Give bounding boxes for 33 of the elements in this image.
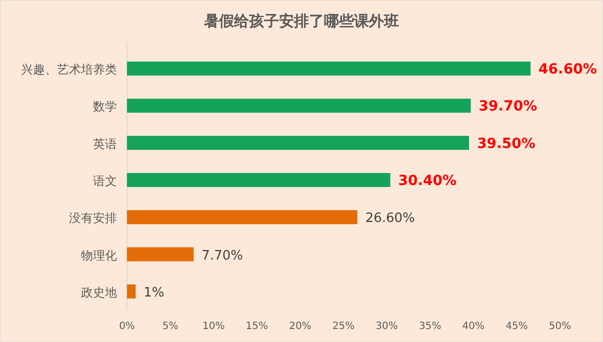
x-tick-label: 50% [548,321,572,332]
y-tick-label: 英语 [93,136,117,151]
y-tick-label: 政史地 [81,285,117,300]
chart-title: 暑假给孩子安排了哪些课外班 [203,12,399,30]
bar [127,173,390,187]
data-label: 26.60% [365,211,415,226]
data-label: 30.40% [398,173,457,189]
y-tick-label: 物理化 [81,248,117,262]
y-tick-label: 兴趣、艺术培养类 [21,62,117,77]
data-label: 1% [144,285,164,300]
y-tick-label: 数学 [93,100,117,114]
bar [127,210,358,224]
bar [127,247,194,262]
x-tick-label: 30% [376,321,398,332]
x-tick-label: 40% [462,321,485,332]
y-tick-label: 语文 [93,174,117,188]
x-tick-label: 15% [246,321,268,332]
x-tick-label: 0% [119,321,135,332]
x-tick-label: 20% [289,321,312,332]
x-tick-label: 5% [162,321,178,332]
y-tick-label: 没有安排 [69,211,117,226]
data-label: 7.70% [202,248,243,264]
bar [127,62,531,76]
bar [127,98,471,113]
bar [127,284,136,298]
data-label: 39.50% [477,136,536,152]
x-tick-label: 35% [418,321,442,332]
x-tick-label: 25% [332,321,355,332]
x-tick-label: 10% [202,321,225,332]
data-label: 46.60% [538,62,597,78]
bar [127,136,470,150]
x-tick-label: 45% [506,321,528,332]
data-label: 39.70% [478,98,538,115]
